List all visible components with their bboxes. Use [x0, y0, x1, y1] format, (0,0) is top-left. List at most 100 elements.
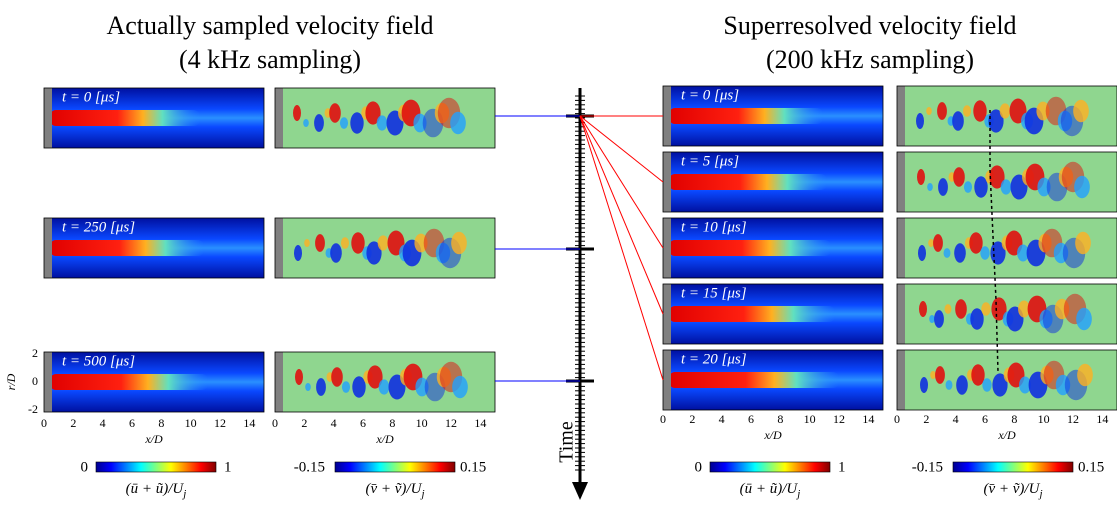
u-field-panel	[662, 349, 884, 411]
label-main: (v̄ + ṽ)/U	[366, 481, 423, 497]
label-main: (ū + ũ)/U	[126, 481, 185, 497]
vortex	[304, 239, 310, 247]
x-tick-label: 10	[185, 416, 197, 430]
time-arrow	[572, 482, 588, 500]
nozzle	[897, 218, 905, 278]
vortex	[294, 245, 302, 261]
frame-label: t = 0 [μs]	[62, 89, 120, 105]
vortex	[980, 246, 990, 260]
vortex	[1074, 175, 1090, 199]
vortex	[316, 378, 326, 396]
frame-label: t = 500 [μs]	[62, 353, 135, 369]
v-field-panel	[896, 217, 1117, 279]
vortex	[970, 308, 984, 330]
vortex	[955, 299, 967, 319]
vortex	[944, 304, 952, 314]
x-tick-label: 4	[953, 412, 959, 426]
x-tick-label: 12	[1067, 412, 1079, 426]
x-tick-label: 4	[100, 416, 106, 430]
nozzle	[897, 86, 905, 146]
colorbar-max: 0.15	[1078, 459, 1104, 475]
vortex	[952, 111, 964, 131]
colorbar-max: 1	[224, 459, 232, 475]
nozzle	[897, 152, 905, 212]
panel-border	[896, 349, 1117, 411]
panel-border	[43, 217, 265, 279]
vortex	[351, 232, 365, 254]
u-field-panel	[43, 87, 265, 149]
label-sub: j	[1037, 488, 1042, 500]
title-line: Superresolved velocity field	[723, 11, 1016, 40]
nozzle	[663, 152, 671, 212]
vortex	[340, 237, 350, 249]
vortex	[1077, 363, 1093, 387]
vortex	[999, 103, 1011, 119]
y-tick-label: 2	[32, 346, 38, 360]
x-tick-label: 8	[389, 416, 395, 430]
title-line: Actually sampled velocity field	[106, 11, 433, 40]
label-main: (v̄ + ṽ)/U	[984, 481, 1041, 497]
colorbar-label: (ū + ũ)/Uj	[126, 481, 187, 499]
vortex	[917, 169, 925, 185]
vortex	[314, 114, 324, 132]
vortex	[933, 234, 943, 252]
vortex	[919, 301, 927, 317]
vortex	[1019, 376, 1031, 394]
x-tick-label: 12	[445, 416, 457, 430]
jet-core	[50, 110, 200, 126]
label-sub: j	[181, 488, 186, 500]
vortex	[956, 375, 968, 395]
vortex	[935, 366, 945, 384]
colorbar-label: (ū + ũ)/Uj	[740, 481, 801, 499]
vortex	[315, 234, 325, 252]
x-axis-label: x/D	[375, 432, 394, 446]
u-field-panel	[662, 217, 884, 279]
vortex	[928, 239, 934, 247]
vortex	[450, 111, 466, 135]
x-tick-label: 2	[301, 416, 307, 430]
label-sub: j	[419, 488, 424, 500]
panel-border	[896, 85, 1117, 147]
vortex	[929, 315, 935, 323]
vortex	[974, 176, 988, 198]
u-field-panel	[43, 217, 265, 279]
vortex	[1076, 307, 1092, 331]
y-tick-label: -2	[28, 402, 38, 416]
x-tick-label: 10	[416, 416, 428, 430]
colorbar	[952, 461, 1074, 473]
jet-core	[669, 108, 823, 124]
link-line	[579, 115, 664, 381]
frame-label: t = 10 [μs]	[681, 219, 747, 235]
link-line	[579, 115, 664, 183]
vortex	[330, 243, 342, 263]
vortex	[350, 112, 364, 134]
vortex	[969, 232, 983, 254]
u-field-panel	[662, 151, 884, 213]
x-tick-label: 4	[331, 416, 337, 430]
vortex	[329, 103, 341, 123]
x-tick-label: 0	[272, 416, 278, 430]
nozzle	[275, 218, 283, 278]
colorbar-label: (v̄ + ṽ)/Uj	[366, 481, 425, 499]
vortex	[918, 245, 926, 261]
time-label: Time	[556, 421, 578, 463]
left-title: Actually sampled velocity field (4 kHz s…	[106, 11, 433, 74]
vortex	[937, 102, 947, 120]
vortex	[988, 109, 1004, 133]
panel-border	[274, 87, 496, 149]
vortex	[934, 310, 944, 328]
x-tick-label: 8	[1011, 412, 1017, 426]
vortex	[1000, 179, 1012, 195]
vortex	[303, 119, 309, 127]
vortex	[926, 107, 932, 115]
x-tick-label: 12	[833, 412, 845, 426]
v-field-panel	[274, 217, 496, 279]
vortex	[982, 378, 992, 392]
vortex	[973, 100, 987, 122]
right-title: Superresolved velocity field (200 kHz sa…	[723, 11, 1016, 74]
vortex	[366, 241, 382, 265]
vortex	[927, 183, 933, 191]
colorbar-label: (v̄ + ṽ)/Uj	[984, 481, 1043, 499]
nozzle	[663, 218, 671, 278]
vortex	[991, 297, 1007, 321]
